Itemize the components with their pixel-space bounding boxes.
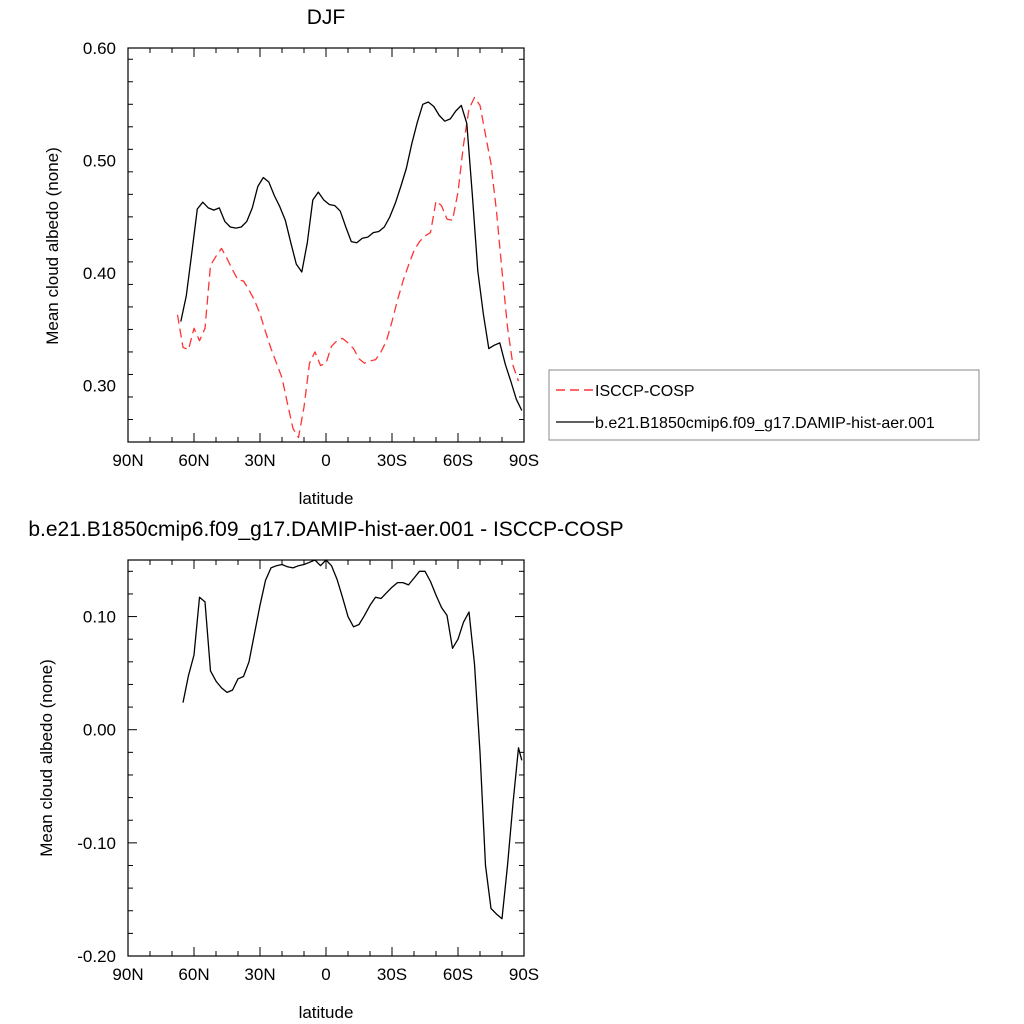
bottom-chart-series [182,559,523,920]
legend-model-label: b.e21.B1850cmip6.f09_g17.DAMIP-hist-aer.… [595,415,935,432]
legend: ISCCP-COSP b.e21.B1850cmip6.f09_g17.DAMI… [548,369,980,441]
top-chart-ylabel: Mean cloud albedo (none) [43,147,62,345]
top-series-line-0 [176,96,520,439]
top-chart: DJF Mean cloud albedo (none) latitude 0.… [43,6,539,508]
top-xtick-label: 0 [321,451,330,470]
top-series-line-1 [180,101,523,411]
top-chart-xlabel: latitude [299,489,354,508]
bottom-xtick-label: 90S [509,965,539,984]
top-xtick-label: 30S [377,451,407,470]
bottom-ytick-label: -0.20 [77,947,116,966]
top-ytick-label: 0.30 [83,377,116,396]
bottom-chart-ticks: -0.20 -0.10 0.00 0.10 90N 60N 30N 0 30S 60S 90S [77,560,539,984]
bottom-xtick-label: 0 [321,965,330,984]
legend-box [548,369,980,441]
top-xtick-label: 90S [509,451,539,470]
bottom-ytick-label: 0.10 [83,608,116,627]
bottom-chart-frame [127,559,525,957]
bottom-xtick-label: 30N [244,965,275,984]
bottom-ytick-label: 0.00 [83,721,116,740]
bottom-chart-ylabel: Mean cloud albedo (none) [37,659,56,857]
legend-obs-label: ISCCP-COSP [595,383,695,400]
top-chart-frame [127,47,525,443]
bottom-ytick-label: -0.10 [77,834,116,853]
bottom-xtick-label: 90N [112,965,143,984]
top-chart-title: DJF [307,6,346,29]
top-chart-series [176,96,523,439]
top-xtick-label: 60N [178,451,209,470]
top-xtick-label: 30N [244,451,275,470]
top-ytick-label: 0.50 [83,152,116,171]
bottom-xtick-label: 60N [178,965,209,984]
bottom-xtick-label: 30S [377,965,407,984]
bottom-chart-xlabel: latitude [299,1003,354,1022]
bottom-series-line-0 [182,559,523,920]
bottom-chart-title: b.e21.B1850cmip6.f09_g17.DAMIP-hist-aer.… [28,518,623,541]
top-xtick-label: 60S [443,451,473,470]
bottom-xtick-label: 60S [443,965,473,984]
top-ytick-label: 0.60 [83,39,116,58]
top-ytick-label: 0.40 [83,264,116,283]
top-xtick-label: 90N [112,451,143,470]
bottom-chart: b.e21.B1850cmip6.f09_g17.DAMIP-hist-aer.… [28,518,623,1022]
top-chart-ticks: 0.30 0.40 0.50 0.60 90N 60N 30N 0 30S 60S 90S [83,39,539,470]
